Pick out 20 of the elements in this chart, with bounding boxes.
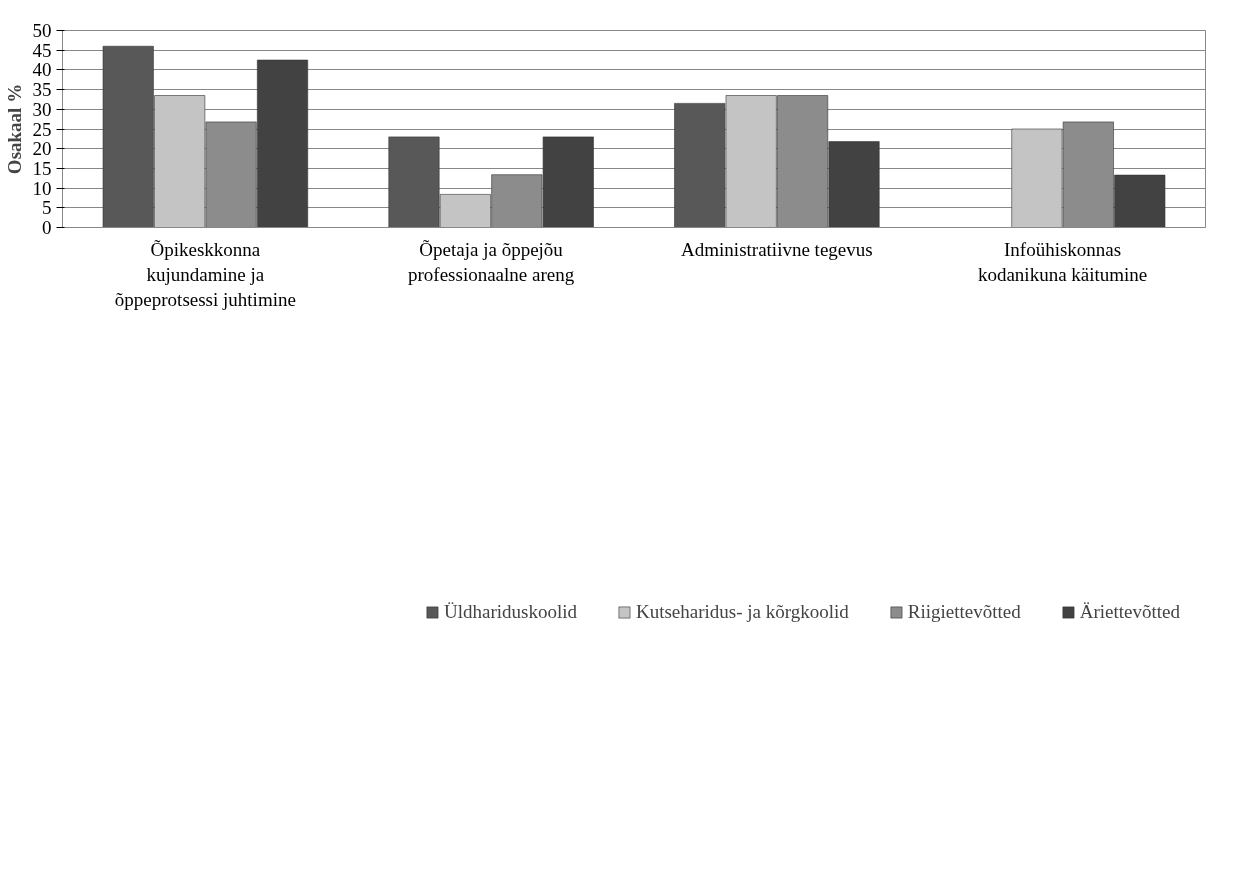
y-tick-label: 15 bbox=[32, 157, 52, 179]
y-tick-label: 30 bbox=[32, 98, 52, 120]
legend-label: Äriettevõtted bbox=[1079, 601, 1180, 623]
x-tick-label: Infoühiskonnas kodanikuna käitumine bbox=[977, 238, 1148, 285]
y-tick-label: 0 bbox=[42, 217, 52, 238]
x-tick-label: Õpetaja ja õppejõu professionaalne areng bbox=[408, 238, 575, 285]
y-tick-label: 5 bbox=[42, 197, 52, 219]
legend-label: Kutseharidus- ja kõrgkoolid bbox=[635, 601, 849, 623]
x-tick-label: Õpikeskkonna kujundamine ja õppeprotsessi juhtimine bbox=[114, 238, 296, 310]
x-tick-label: Administratiivne tegevus bbox=[681, 238, 873, 260]
y-axis-title: Osakaal % bbox=[3, 83, 25, 175]
y-tick-label: 45 bbox=[32, 39, 52, 61]
y-tick-label: 20 bbox=[32, 138, 52, 160]
legend-label: Üldhariduskoolid bbox=[443, 601, 577, 623]
y-tick-label: 25 bbox=[32, 118, 52, 140]
y-tick-label: 10 bbox=[32, 177, 52, 199]
y-tick-label: 35 bbox=[32, 79, 52, 101]
legend-label: Riigiettevõtted bbox=[907, 601, 1021, 623]
y-tick-label: 50 bbox=[32, 20, 52, 41]
y-tick-label: 40 bbox=[32, 59, 52, 81]
